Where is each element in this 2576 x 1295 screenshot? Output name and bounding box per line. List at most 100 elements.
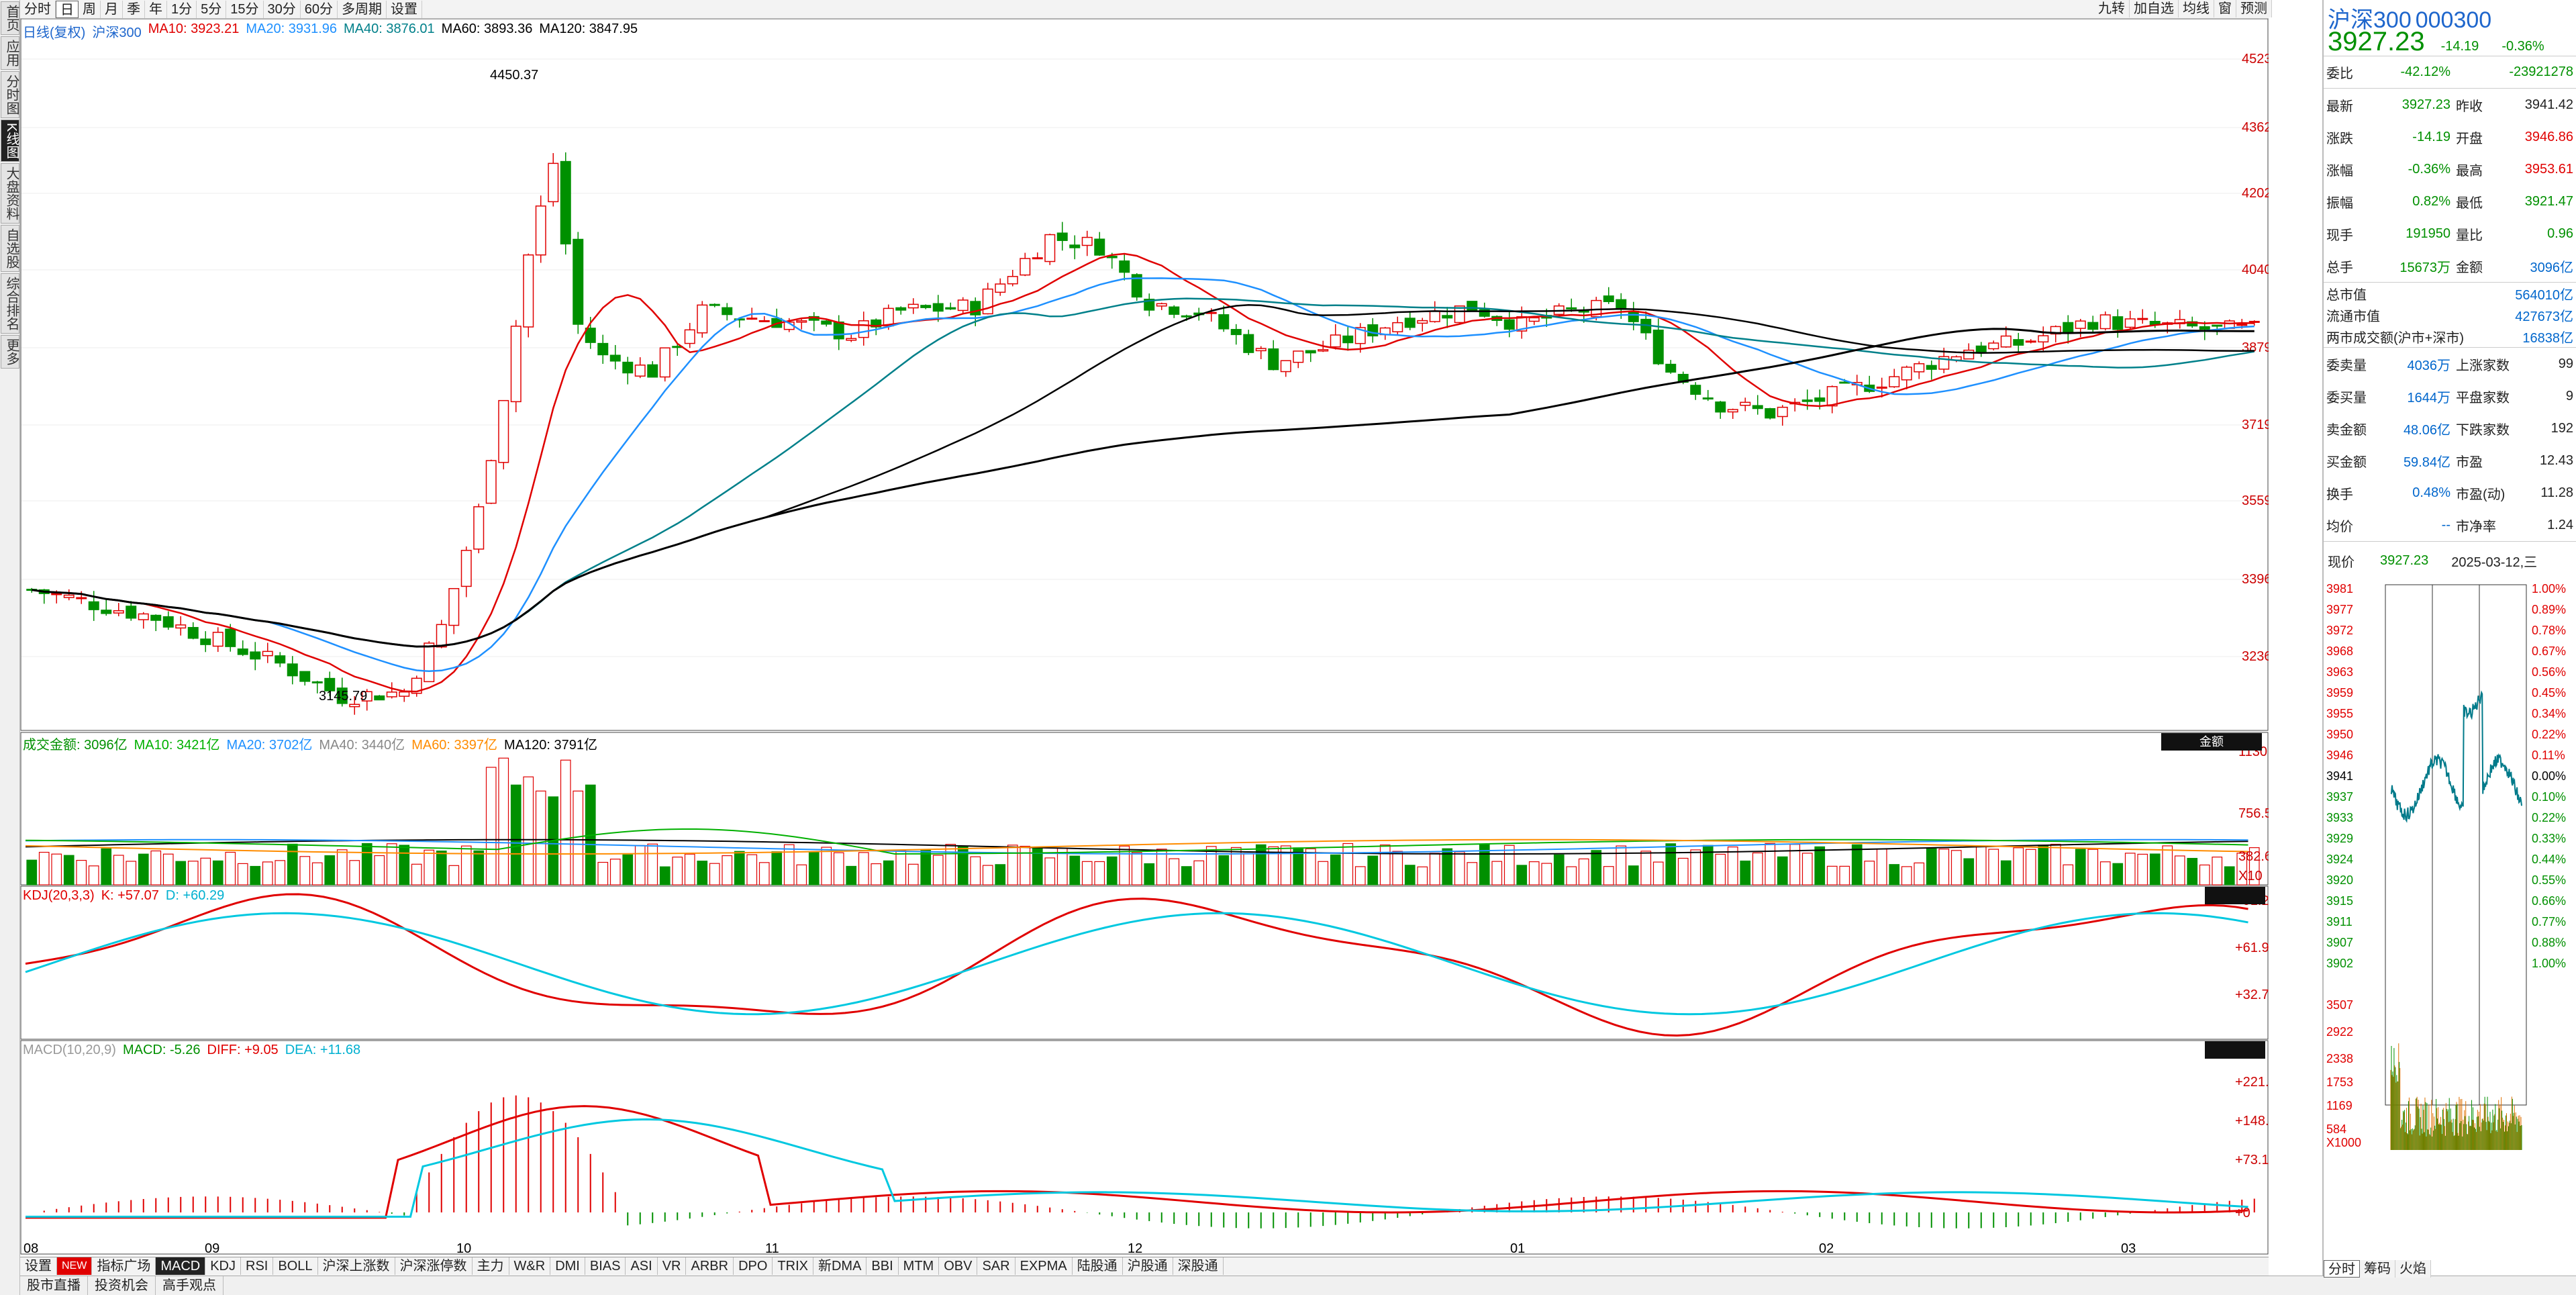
volume-tick: 382.6 [2238, 849, 2269, 864]
indicator-tab[interactable]: 指标广场 [92, 1257, 156, 1275]
candle-body [386, 691, 397, 698]
mini-tab[interactable]: 火焰 [2395, 1260, 2431, 1278]
rail-item[interactable]: 分时图 [1, 71, 19, 118]
period-button[interactable]: 60分 [300, 0, 338, 18]
indicator-tab[interactable]: 沪深涨停数 [395, 1257, 473, 1275]
row-label: 平盘家数 [2456, 390, 2510, 405]
indicator-tab[interactable]: NEW [57, 1257, 93, 1275]
mini-price-tick: 3950 [2326, 728, 2353, 741]
tool-button[interactable]: 均线 [2179, 0, 2214, 17]
indicator-tab[interactable]: 陆股通 [1073, 1257, 1123, 1275]
candle-body [1429, 310, 1440, 322]
indicator-tab[interactable]: BBI [866, 1257, 899, 1275]
period-button[interactable]: 日 [56, 0, 79, 18]
row-label: 换手 [2326, 487, 2353, 502]
rail-item[interactable]: 应用 [1, 36, 19, 70]
breadth-rows: 委卖量 4036万 上涨家数 99 委买量 1644万 平盘家数 9 卖金额 48.06亿 下跌家数… [2324, 348, 2576, 542]
legend-item: MA60: 3397亿 [411, 738, 498, 753]
rail-item[interactable]: 大盘资料 [1, 163, 19, 224]
row-label: 最低 [2456, 195, 2483, 211]
indicator-tab[interactable]: SAR [977, 1257, 1015, 1275]
candle-body [535, 205, 546, 256]
period-button[interactable]: 多周期 [338, 0, 387, 18]
period-button[interactable]: 月 [101, 0, 123, 18]
weibi-pct: -42.12% [2400, 64, 2451, 79]
period-button[interactable]: 年 [145, 0, 167, 18]
candle-body [1777, 406, 1788, 418]
indicator-tab[interactable]: BOLL [273, 1257, 318, 1275]
rail-item[interactable]: 首页 [1, 1, 19, 35]
indicator-tab[interactable]: EXPMA [1015, 1257, 1073, 1275]
tool-button[interactable]: 加自选 [2130, 0, 2179, 17]
period-button[interactable]: 5分 [197, 0, 227, 18]
candle-body [548, 162, 559, 203]
indicator-tab[interactable]: TRIX [773, 1257, 813, 1275]
mini-price-tick: 3911 [2326, 915, 2352, 928]
status-button[interactable]: 高手观点 [156, 1276, 224, 1295]
right-toolbar: 九转 加自选 均线窗预测 [2094, 0, 2272, 19]
rail-item[interactable]: 更多 [1, 335, 19, 369]
kline-chart[interactable]: 4523436242024040387937193559339632364450… [20, 18, 2277, 1257]
rail-item[interactable]: 综合排名 [1, 273, 19, 334]
rail-item[interactable]: K线图 [1, 119, 19, 162]
volume-bar [1889, 864, 1900, 885]
mini-price-tick: 3977 [2326, 603, 2353, 616]
indicator-tab[interactable]: ASI [626, 1257, 658, 1275]
tool-button[interactable]: 预测 [2236, 0, 2272, 17]
candle-body [448, 587, 460, 626]
high-annotation: 4450.37 [490, 68, 538, 83]
legend-item: DIFF: +9.05 [207, 1043, 279, 1057]
indicator-tab[interactable]: W&R [509, 1257, 551, 1275]
period-button[interactable]: 1分 [167, 0, 197, 18]
indicator-tab[interactable]: 新DMA [813, 1257, 867, 1275]
indicator-tab[interactable]: OBV [939, 1257, 978, 1275]
kdj-param-tag[interactable] [2205, 887, 2265, 904]
indicator-tab[interactable]: DMI [550, 1257, 585, 1275]
row-value: 15673万 [2399, 260, 2450, 275]
intraday-mini-chart[interactable]: 3981 1.00% 3977 0.89% 3972 0.78% 3968 0.67% 3963… [2324, 579, 2576, 1251]
indicator-tab[interactable]: RSI [241, 1257, 274, 1275]
indicator-tab[interactable]: 设置 [20, 1257, 57, 1275]
weibi-label: 委比 [2326, 66, 2353, 81]
period-button[interactable]: 30分 [263, 0, 301, 18]
period-button[interactable]: 周 [79, 0, 101, 18]
indicator-tab[interactable]: 沪深上涨数 [318, 1257, 395, 1275]
row-value: 192 [2550, 420, 2573, 436]
status-button[interactable]: 投资机会 [88, 1276, 156, 1295]
period-button[interactable]: 分时 [20, 0, 56, 18]
rail-item[interactable]: 自选股 [1, 225, 19, 273]
candle-body [1628, 310, 1639, 322]
indicator-tab[interactable]: MTM [899, 1257, 940, 1275]
tool-button[interactable]: 九转 [2094, 0, 2130, 17]
volume-bar [1640, 851, 1652, 885]
indicator-tab[interactable]: VR [658, 1257, 687, 1275]
mini-price-tick: 3981 [2326, 582, 2353, 595]
indicator-tab[interactable]: 沪股通 [1123, 1257, 1173, 1275]
indicator-tab[interactable]: 主力 [473, 1257, 509, 1275]
volume-bar [2112, 863, 2124, 885]
indicator-tab[interactable]: MACD [156, 1257, 206, 1275]
indicator-tab[interactable]: BIAS [585, 1257, 626, 1275]
candle-body [758, 320, 770, 322]
volume-bar [38, 851, 50, 885]
indicator-tab[interactable]: KDJ [205, 1257, 242, 1275]
indicator-tab[interactable]: 深股通 [1173, 1257, 1224, 1275]
candle-body [858, 320, 869, 338]
tool-button[interactable]: 窗 [2214, 0, 2236, 17]
status-button[interactable]: 股市直播 [20, 1276, 88, 1295]
candle-body [1876, 386, 1887, 389]
amount-tag[interactable]: 金额 [2161, 733, 2262, 751]
candle-body [1081, 236, 1093, 246]
volume-bar [76, 859, 87, 885]
macd-param-tag[interactable] [2205, 1041, 2265, 1059]
mini-tab[interactable]: 筹码 [2360, 1260, 2395, 1278]
mini-price-tick: 3968 [2326, 644, 2353, 658]
period-button[interactable]: 设置 [387, 0, 422, 18]
indicator-tab[interactable]: DPO [734, 1257, 773, 1275]
indicator-tab[interactable]: ARBR [686, 1257, 734, 1275]
period-button[interactable]: 15分 [226, 0, 264, 18]
row-label: 量比 [2456, 228, 2483, 243]
mini-tab[interactable]: 分时 [2324, 1260, 2360, 1278]
period-button[interactable]: 季 [123, 0, 145, 18]
candle-body [2038, 335, 2049, 343]
